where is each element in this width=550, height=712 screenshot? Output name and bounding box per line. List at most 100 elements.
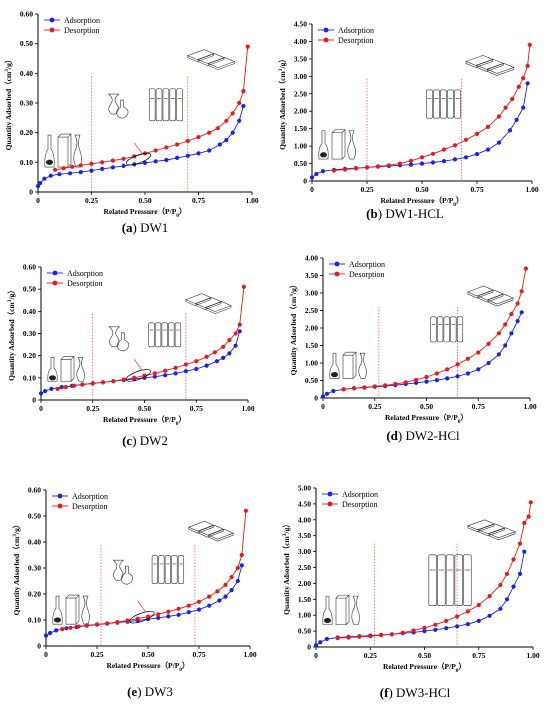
desorption-series-line xyxy=(343,268,527,390)
desorption-point xyxy=(121,377,126,382)
x-tick-label: 0.50 xyxy=(138,404,151,413)
adsorption-point xyxy=(331,388,336,394)
adsorption-point xyxy=(241,103,246,109)
slit-pore-icon xyxy=(57,133,72,168)
y-tick-label: 0.50 xyxy=(28,512,41,521)
y-tick-label: 2.50 xyxy=(298,563,311,572)
slit-pore-icon xyxy=(60,356,75,382)
adsorption-point xyxy=(486,360,491,366)
desorption-point xyxy=(72,383,77,388)
legend-label-desorption: Desorption xyxy=(342,500,378,509)
desorption-point xyxy=(194,359,199,364)
desorption-point xyxy=(331,168,337,173)
stacked-plate-pore-icon xyxy=(185,293,232,314)
y-tick-label: 0.60 xyxy=(23,263,36,272)
adsorption-point xyxy=(314,171,319,177)
adsorption-point xyxy=(57,172,62,177)
desorption-point xyxy=(78,163,83,168)
adsorption-point xyxy=(110,165,115,170)
desorption-point xyxy=(434,371,439,376)
adsorption-point xyxy=(309,175,315,180)
desorption-point xyxy=(445,367,450,372)
legend-swatch-marker xyxy=(323,27,329,33)
desorption-point xyxy=(135,616,140,621)
desorption-point xyxy=(223,582,228,588)
adsorption-point xyxy=(465,622,470,627)
desorption-point xyxy=(185,138,190,144)
adsorption-series-line xyxy=(45,565,243,636)
adsorption-point xyxy=(455,374,460,379)
x-axis-title: Related Pressure（P/P0） xyxy=(106,660,189,673)
y-tick-label: 0 xyxy=(29,188,33,197)
bulb-pore-icon xyxy=(108,326,130,352)
legend-swatch-marker xyxy=(334,271,340,277)
legend-label-desorption: Desorption xyxy=(72,502,108,511)
adsorption-point xyxy=(237,329,242,334)
y-tick-label: 5.00 xyxy=(298,484,311,493)
desorption-point xyxy=(80,382,85,387)
desorption-point xyxy=(175,142,180,147)
y-tick-label: 4.50 xyxy=(294,20,307,29)
adsorption-point xyxy=(224,138,229,143)
adsorption-point xyxy=(325,391,330,396)
adsorption-point xyxy=(455,624,460,629)
y-tick-label: 1.00 xyxy=(294,142,307,151)
x-tick-label: 0.75 xyxy=(192,650,205,659)
isotherm-panel-2: 0 0.50 1.00 1.50 2.00 2.50 3.00 3.50 4.00 4.50 0 0.… xyxy=(277,20,539,222)
y-tick-label: 3.00 xyxy=(305,289,318,298)
desorption-point xyxy=(498,582,503,588)
panel-caption: (e) DW3 xyxy=(127,684,173,699)
adsorption-point xyxy=(49,386,54,391)
panel-caption: (b) DW1-HCL xyxy=(366,206,444,221)
cylindrical-pore-icon xyxy=(76,357,85,382)
desorption-point xyxy=(173,365,178,370)
desorption-point xyxy=(422,625,427,631)
desorption-point xyxy=(105,621,110,626)
adsorption-point xyxy=(507,128,513,133)
y-tick-label: 0.30 xyxy=(20,99,33,108)
desorption-point xyxy=(441,147,447,152)
tube-bundle-pore-icon xyxy=(426,89,461,119)
desorption-point xyxy=(353,166,359,171)
stacked-plate-pore-icon xyxy=(465,55,515,76)
desorption-point xyxy=(424,374,429,380)
desorption-point xyxy=(237,322,242,327)
x-tick-label: 0.50 xyxy=(138,196,151,205)
adsorption-point xyxy=(152,374,157,379)
x-tick-label: 0 xyxy=(39,404,43,413)
desorption-point xyxy=(357,634,362,639)
adsorption-point xyxy=(164,157,169,163)
desorption-point xyxy=(515,301,520,306)
adsorption-point xyxy=(498,606,503,611)
legend-label-adsorption: Adsorption xyxy=(72,492,108,501)
adsorption-point xyxy=(239,563,244,568)
bulb-pore-icon xyxy=(107,93,129,119)
adsorption-point xyxy=(207,148,212,153)
x-tick-label: 0 xyxy=(321,402,325,411)
desorption-point xyxy=(196,135,201,140)
desorption-point xyxy=(375,164,381,169)
y-tick-label: 4.00 xyxy=(294,37,307,46)
ink-bottle-pore-icon xyxy=(318,130,329,160)
desorption-point xyxy=(341,387,346,392)
adsorption-point xyxy=(214,359,219,364)
legend-swatch-marker xyxy=(327,491,333,497)
y-axis-title: Quantity Adsorbed（cm3/g） xyxy=(3,56,13,151)
adsorption-point xyxy=(522,549,527,554)
desorption-point xyxy=(465,356,470,361)
desorption-series-line xyxy=(337,502,532,639)
adsorption-point xyxy=(194,366,199,372)
adsorption-point xyxy=(223,594,228,599)
y-tick-label: 0.60 xyxy=(28,486,41,495)
cylindrical-pore-icon xyxy=(358,352,367,379)
cylindrical-pore-icon xyxy=(73,134,82,168)
desorption-point xyxy=(335,636,340,641)
y-tick-label: 0 xyxy=(307,643,311,652)
adsorption-point xyxy=(521,105,526,110)
adsorption-point xyxy=(487,613,492,618)
desorption-point xyxy=(53,167,58,172)
bulb-pore-icon xyxy=(112,559,134,585)
